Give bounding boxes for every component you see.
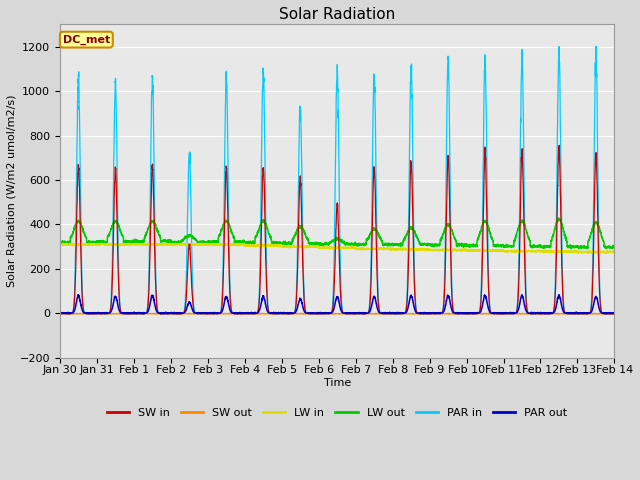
PAR out [558,304,566,310]
PAR out [401,310,409,316]
SW out [191,311,198,317]
LW out [211,239,219,244]
LW out [555,215,563,221]
X-axis label: Time: Time [324,378,351,388]
PAR in [611,311,618,317]
LW in [211,241,219,247]
PAR out [175,310,182,316]
SW in [211,311,219,317]
LW in [596,251,604,256]
LW in [392,246,399,252]
Line: LW in: LW in [60,243,614,253]
SW out [79,310,87,316]
PAR out [211,310,219,315]
LW out [611,245,618,251]
LW out [611,245,618,251]
SW out [401,311,409,316]
Y-axis label: Solar Radiation (W/m2 umol/m2/s): Solar Radiation (W/m2 umol/m2/s) [7,95,17,288]
PAR in [56,311,64,317]
LW in [558,250,566,255]
Text: DC_met: DC_met [63,35,110,45]
PAR out [391,311,399,316]
PAR in [175,311,182,316]
SW in [611,311,618,317]
PAR out [611,311,618,316]
SW out [56,311,64,317]
Legend: SW in, SW out, LW in, LW out, PAR in, PAR out: SW in, SW out, LW in, LW out, PAR in, PA… [102,403,572,422]
PAR out [601,311,609,316]
SW out [211,311,219,316]
PAR in [490,311,497,317]
Line: SW out: SW out [60,313,614,314]
SW in [611,311,618,316]
LW out [575,246,582,252]
SW out [558,311,566,317]
LW out [391,241,399,247]
SW in [56,310,64,316]
PAR in [611,311,618,316]
LW in [56,241,64,247]
PAR out [611,310,618,315]
SW out [392,311,399,317]
PAR out [556,292,563,298]
LW in [611,249,618,255]
PAR out [56,310,64,316]
PAR in [558,240,566,245]
Line: PAR out: PAR out [60,295,614,313]
SW out [611,311,618,316]
LW in [611,249,618,255]
LW in [175,241,182,247]
LW out [401,235,409,241]
SW in [558,272,566,277]
LW in [181,240,189,246]
SW in [380,311,387,317]
SW in [175,311,182,317]
SW in [401,310,409,316]
LW out [175,239,182,245]
Line: LW out: LW out [60,218,614,249]
PAR in [211,311,219,317]
LW out [558,222,566,228]
SW out [611,311,618,317]
PAR in [401,310,409,316]
LW in [401,246,409,252]
SW in [392,311,399,316]
SW in [556,143,563,148]
Line: SW in: SW in [60,145,614,314]
PAR in [592,44,600,49]
Line: PAR in: PAR in [60,47,614,314]
PAR in [391,311,399,317]
SW out [175,311,183,316]
LW out [56,240,64,245]
Title: Solar Radiation: Solar Radiation [279,7,396,22]
